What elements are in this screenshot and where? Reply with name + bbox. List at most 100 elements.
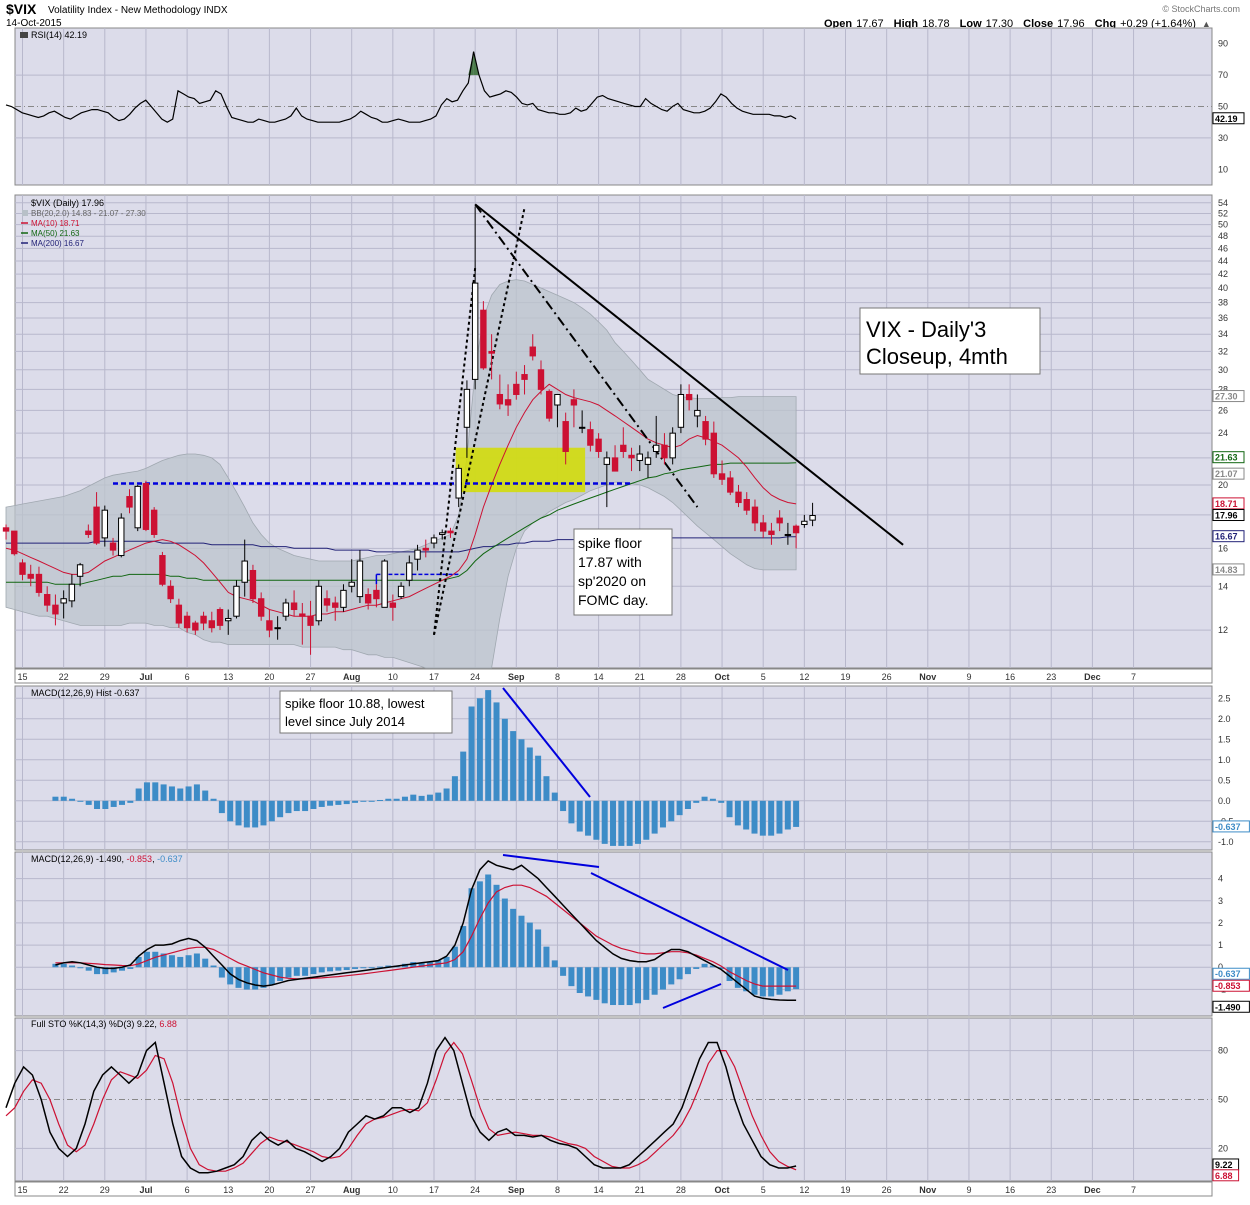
quote-value: 17.96 [1057,18,1085,30]
x-tick-label: 23 [1046,1185,1056,1195]
candle-body [735,491,742,504]
sto-legend: Full STO %K(14,3) %D(3) 9.22, 6.88 [31,1019,177,1029]
x-tick-label: Sep [508,672,525,682]
macd-hist-bar [643,967,650,1000]
sto-legend-d: 6.88 [159,1019,177,1029]
price-y-tick: 34 [1218,329,1228,339]
candle-body [422,547,429,551]
macd-hist-bar [177,956,184,968]
candle-body [126,496,133,508]
hist-bar [510,731,517,801]
macd-hist-bar [327,967,334,972]
macd-hist-legend: MACD(12,26,9) Hist -0.637 [31,688,140,698]
candle-body [11,530,18,555]
x-axis-band [14,1181,1213,1197]
macd-hist-bar [726,967,733,981]
candle-body [414,549,421,560]
hist-bar [485,690,492,801]
hist-bar [676,800,683,816]
candle-body [43,594,51,606]
macd-hist-bar [77,967,84,969]
candle-body [661,444,668,459]
hist-bar [585,800,592,836]
candle-body [677,393,685,428]
rsi-panel: 10 30 50 70 90 42.19 [5,27,1245,186]
x-tick-label: 7 [1131,1185,1136,1195]
hist-bar [493,702,500,801]
x-tick-label: 14 [594,672,604,682]
macd-line [55,859,797,1002]
macd-hist-bar [368,967,375,969]
macd-signal-line [55,884,797,987]
candle-body [340,589,347,608]
candle-body [455,467,462,499]
macd-hist-bar [610,967,617,1006]
macd-hist-bar [252,967,259,990]
x-tick-label: 17 [429,672,439,682]
macd-hist-bar [759,967,766,997]
hist-bar [410,794,417,801]
x-tick-label: 19 [840,1185,850,1195]
hist-bar [418,795,425,801]
macd-divergence-line-3 [662,983,722,1009]
macd-y-tick: 2 [1218,918,1223,928]
hist-bar [460,751,467,801]
hist-bar [285,800,292,814]
sto-legend-k: Full STO %K(14,3) %D(3) 9.22, [31,1019,159,1029]
candle-body [76,564,84,577]
macd-hist-bar [676,967,683,980]
hist-bar [776,800,783,834]
candle-body [35,573,43,593]
price-y-tick: 14 [1218,581,1228,591]
candle-body [274,627,281,630]
x-tick-label: 16 [1005,672,1015,682]
candle-body [381,560,388,608]
x-tick-label: 13 [223,672,233,682]
x-tick-label: 28 [676,1185,686,1195]
x-tick-label: 9 [966,1185,971,1195]
macd-hist-bar [160,953,167,968]
candle-body [463,388,471,428]
price-y-tick: 40 [1218,283,1228,293]
price-y-tick: 42 [1218,269,1228,279]
candle-body [628,454,635,459]
macd-hist-bar [127,967,134,969]
macd-hist-bar [701,963,708,968]
price-right-label-box [1212,563,1245,576]
x-tick-label: Dec [1084,1185,1101,1195]
macd-hist-bar [110,967,117,973]
hist-bar [235,800,242,826]
candle-body [620,444,627,452]
hist-bar [318,800,325,807]
x-tick-label: 23 [1046,672,1056,682]
x-tick-label: Oct [715,672,730,682]
macd-hist-bar [260,967,267,988]
price-right-label: 17.96 [1215,511,1238,521]
hist-bar [701,796,708,801]
x-tick-label: 14 [594,1185,604,1195]
macd-hist-bar [585,967,592,997]
candle-body [406,562,413,581]
macd-hist-bar [793,967,800,990]
macd-hist-bar [709,965,716,968]
candle-body [784,533,792,536]
hist-bar [518,739,525,801]
candle-body [52,604,59,615]
macd-hist-bar [118,967,125,971]
x-tick-label: 15 [17,1185,27,1195]
candle-body [776,517,783,524]
macd-hist-bar [743,967,750,992]
bb-legend: BB(20,2.0) 14.83 - 21.07 - 27.30 [31,209,146,218]
macd-hist-bar [451,946,458,968]
hist-bar [227,800,234,822]
watermark: © StockCharts.com [1162,4,1240,14]
x-tick-label: 12 [799,1185,809,1195]
rsi-y-tick: 50 [1218,102,1228,112]
candle-body [183,615,191,629]
macd-hist-bar [202,958,209,968]
candle-body [430,537,438,544]
sto-y-tick: 50 [1218,1095,1228,1105]
candle-body [134,485,141,529]
macd-hist-bar [593,967,600,1000]
